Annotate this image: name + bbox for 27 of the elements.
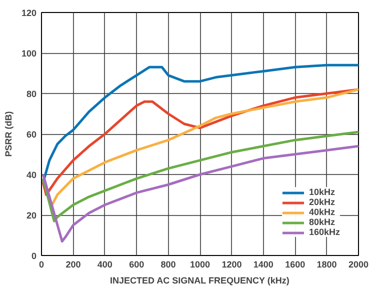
legend-label: 10kHz [308,187,335,197]
x-tick-label: 1600 [285,260,306,270]
x-tick-label: 2000 [348,260,369,270]
y-tick-label: 40 [26,170,37,180]
y-tick-label: 100 [21,48,37,58]
y-tick-label: 20 [26,210,37,220]
y-tick-label: 80 [26,89,37,99]
x-tick-label: 400 [97,260,112,270]
y-tick-label: 0 [31,251,37,261]
legend-label: 40kHz [308,207,335,217]
x-tick-label: 800 [160,260,176,270]
legend-label: 80kHz [308,217,335,227]
y-tick-label: 120 [21,8,37,18]
x-tick-label: 200 [66,260,81,270]
x-tick-label: 1000 [190,260,210,270]
legend-label: 20kHz [308,197,335,207]
y-axis-title: PSRR (dB) [3,111,14,157]
x-tick-label: 1400 [253,260,274,270]
line-series [42,144,358,243]
x-tick-label: 1200 [222,260,242,270]
x-tick-label: 600 [129,260,144,270]
line-series [42,64,358,184]
x-axis-title: INJECTED AC SIGNAL FREQUENCY (kHz) [110,276,290,286]
legend-label: 160kHz [308,227,340,237]
x-tick-label: 0 [38,260,44,270]
y-tick-label: 60 [26,130,37,140]
x-tick-label: 1800 [316,260,337,270]
